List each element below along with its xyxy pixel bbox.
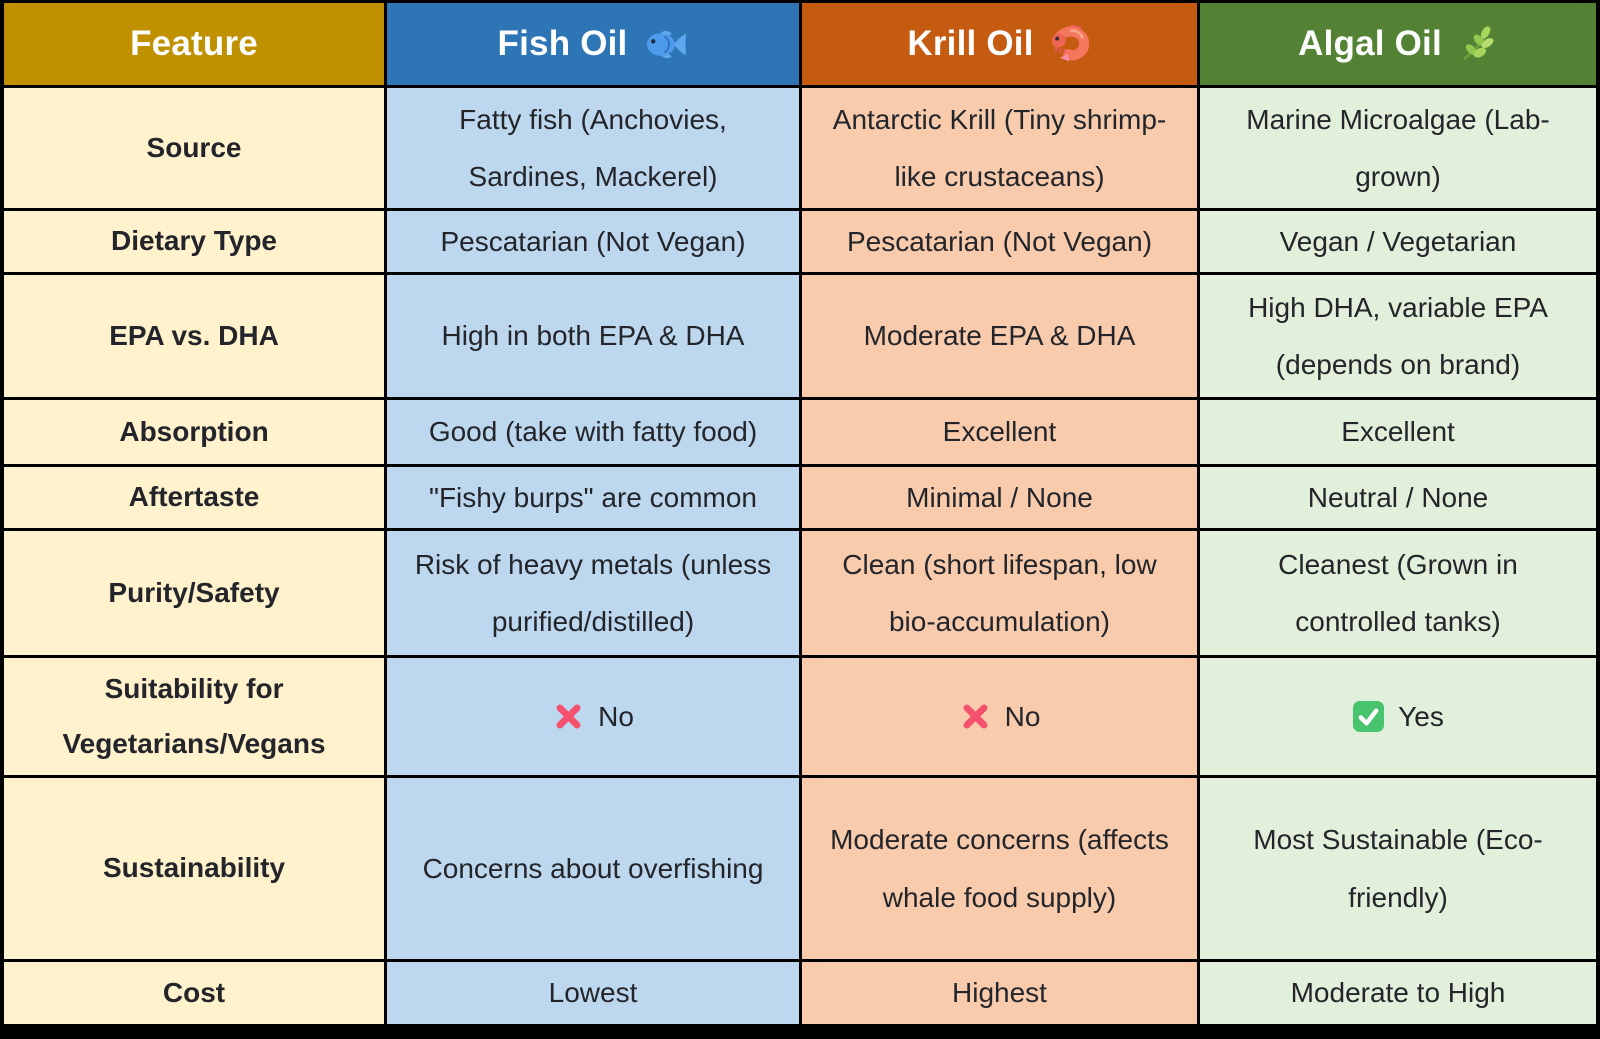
- row-label-purity-safety: Purity/Safety: [4, 531, 385, 655]
- cell-text: High DHA, variable EPA (depends on brand…: [1248, 291, 1548, 380]
- cell-text: Most Sustainable (Eco-friendly): [1253, 824, 1543, 913]
- cell-suitability-algal-oil: Yes: [1200, 658, 1596, 775]
- column-header-feature: Feature: [4, 3, 385, 85]
- cell-dietary-type-algal-oil: Vegan / Vegetarian: [1200, 211, 1596, 272]
- cell-text: Antarctic Krill (Tiny shrimp-like crusta…: [832, 103, 1167, 192]
- cell-text: Excellent: [1341, 416, 1455, 448]
- check-mark-icon: [1352, 700, 1385, 733]
- cell-cost-krill-oil: Highest: [801, 962, 1197, 1024]
- column-header-label: Krill Oil: [907, 24, 1034, 63]
- cell-text: Lowest: [548, 977, 638, 1009]
- cell-aftertaste-krill-oil: Minimal / None: [801, 467, 1197, 528]
- cell-cost-algal-oil: Moderate to High: [1200, 962, 1596, 1024]
- row-label-suitability: Suitability for Vegetarians/Vegans: [4, 658, 385, 775]
- row-label-sustainability: Sustainability: [4, 778, 385, 959]
- cell-text: "Fishy burps" are common: [429, 481, 757, 513]
- cell-text: Moderate concerns (affects whale food su…: [830, 824, 1169, 913]
- cell-epa-vs-dha-fish-oil: High in both EPA & DHA: [387, 275, 799, 397]
- comparison-table: Feature Fish Oil Krill Oil Algal Oil Source F…: [4, 3, 1596, 1024]
- row-label-cost: Cost: [4, 962, 385, 1024]
- cell-text: Vegan / Vegetarian: [1279, 225, 1517, 257]
- row-label-aftertaste: Aftertaste: [4, 467, 385, 528]
- cell-source-fish-oil: Fatty fish (Anchovies, Sardines, Mackere…: [387, 88, 799, 208]
- cell-text: Excellent: [942, 416, 1057, 448]
- row-label-text: EPA vs. DHA: [109, 319, 279, 351]
- row-label-source: Source: [4, 88, 385, 208]
- cell-text: Fatty fish (Anchovies, Sardines, Mackere…: [459, 103, 727, 192]
- row-label-text: Cost: [162, 976, 226, 1008]
- cell-text: Good (take with fatty food): [428, 416, 758, 448]
- cell-text: Yes: [1398, 700, 1444, 732]
- cell-text: Neutral / None: [1307, 481, 1489, 513]
- row-label-text: Purity/Safety: [108, 576, 280, 608]
- cell-text: Highest: [952, 977, 1047, 1009]
- cell-text: Moderate to High: [1290, 977, 1506, 1009]
- row-label-text: Sustainability: [102, 852, 286, 884]
- row-label-absorption: Absorption: [4, 400, 385, 464]
- cell-epa-vs-dha-algal-oil: High DHA, variable EPA (depends on brand…: [1200, 275, 1596, 397]
- cell-epa-vs-dha-krill-oil: Moderate EPA & DHA: [801, 275, 1197, 397]
- cell-aftertaste-algal-oil: Neutral / None: [1200, 467, 1596, 528]
- row-label-text: Aftertaste: [128, 481, 260, 513]
- cell-text: Minimal / None: [906, 481, 1093, 513]
- cross-mark-icon: [552, 700, 585, 733]
- cell-purity-safety-krill-oil: Clean (short lifespan, low bio-accumulat…: [801, 531, 1197, 655]
- cell-aftertaste-fish-oil: "Fishy burps" are common: [387, 467, 799, 528]
- row-label-text: Suitability for Vegetarians/Vegans: [62, 672, 326, 759]
- column-header-label: Algal Oil: [1298, 24, 1442, 63]
- cell-text: No: [1004, 700, 1041, 732]
- shrimp-icon: [1048, 22, 1092, 66]
- column-header-fish-oil: Fish Oil: [387, 3, 799, 85]
- cell-text: Moderate EPA & DHA: [863, 320, 1136, 352]
- cell-text: Risk of heavy metals (unless purified/di…: [414, 548, 772, 637]
- cell-text: Marine Microalgae (Lab-grown): [1246, 103, 1550, 192]
- cell-sustainability-algal-oil: Most Sustainable (Eco-friendly): [1200, 778, 1596, 959]
- cell-absorption-fish-oil: Good (take with fatty food): [387, 400, 799, 464]
- row-label-text: Dietary Type: [111, 225, 278, 257]
- row-label-epa-vs-dha: EPA vs. DHA: [4, 275, 385, 397]
- cell-purity-safety-fish-oil: Risk of heavy metals (unless purified/di…: [387, 531, 799, 655]
- row-label-text: Source: [146, 131, 242, 163]
- fish-icon: [641, 26, 688, 63]
- cell-cost-fish-oil: Lowest: [387, 962, 799, 1024]
- column-header-algal-oil: Algal Oil: [1200, 3, 1596, 85]
- cell-sustainability-fish-oil: Concerns about overfishing: [387, 778, 799, 959]
- cell-absorption-algal-oil: Excellent: [1200, 400, 1596, 464]
- cell-dietary-type-fish-oil: Pescatarian (Not Vegan): [387, 211, 799, 272]
- cell-text: Clean (short lifespan, low bio-accumulat…: [842, 548, 1157, 637]
- cell-suitability-krill-oil: No: [801, 658, 1197, 775]
- column-header-label: Feature: [130, 24, 258, 63]
- column-header-label: Fish Oil: [497, 24, 628, 63]
- cell-text: Pescatarian (Not Vegan): [846, 225, 1153, 257]
- column-header-krill-oil: Krill Oil: [801, 3, 1197, 85]
- cell-sustainability-krill-oil: Moderate concerns (affects whale food su…: [801, 778, 1197, 959]
- cell-purity-safety-algal-oil: Cleanest (Grown in controlled tanks): [1200, 531, 1596, 655]
- cell-source-krill-oil: Antarctic Krill (Tiny shrimp-like crusta…: [801, 88, 1197, 208]
- cell-text: Concerns about overfishing: [422, 852, 764, 884]
- cell-text: No: [598, 700, 634, 732]
- cell-text: Cleanest (Grown in controlled tanks): [1278, 548, 1518, 637]
- row-label-text: Absorption: [119, 415, 269, 447]
- cell-text: High in both EPA & DHA: [441, 320, 745, 352]
- cell-dietary-type-krill-oil: Pescatarian (Not Vegan): [801, 211, 1197, 272]
- cell-text: Pescatarian (Not Vegan): [440, 225, 746, 257]
- cross-mark-icon: [959, 700, 992, 733]
- cell-source-algal-oil: Marine Microalgae (Lab-grown): [1200, 88, 1596, 208]
- herb-icon: [1456, 23, 1498, 65]
- cell-absorption-krill-oil: Excellent: [801, 400, 1197, 464]
- cell-suitability-fish-oil: No: [387, 658, 799, 775]
- row-label-dietary-type: Dietary Type: [4, 211, 385, 272]
